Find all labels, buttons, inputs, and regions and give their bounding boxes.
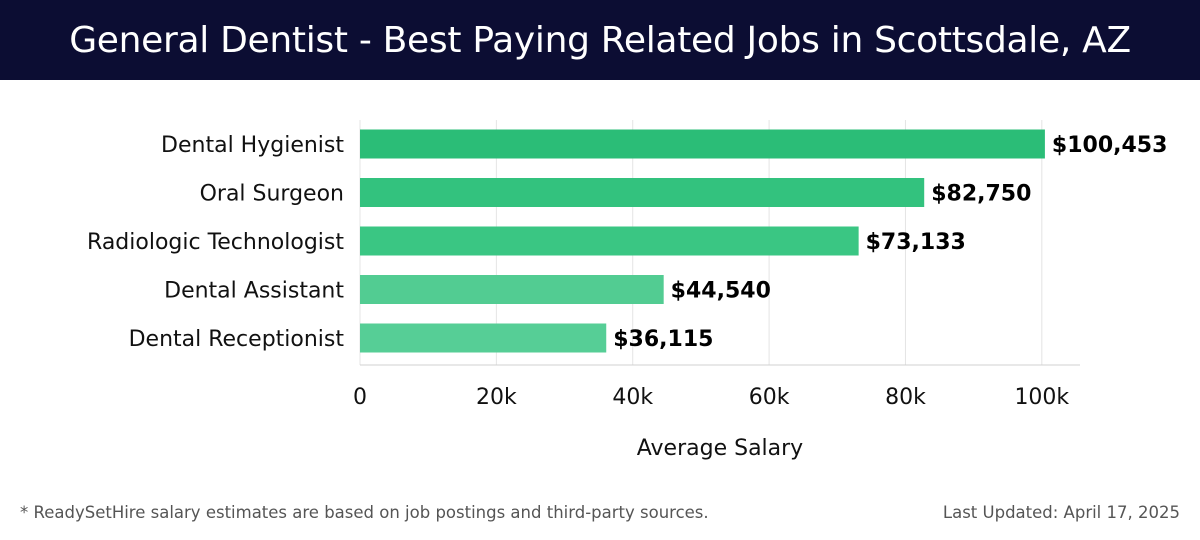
category-label: Radiologic Technologist xyxy=(87,230,344,255)
value-label: $100,453 xyxy=(1052,133,1168,158)
chart-header: General Dentist - Best Paying Related Jo… xyxy=(0,0,1200,80)
x-tick-labels: 0 20k 40k 60k 80k 100k xyxy=(353,385,1069,410)
bar xyxy=(360,226,859,256)
category-label: Dental Receptionist xyxy=(129,327,345,352)
bar xyxy=(360,178,925,207)
x-tick-label: 100k xyxy=(1014,385,1069,410)
footnote: * ReadySetHire salary estimates are base… xyxy=(20,503,709,522)
last-updated: Last Updated: April 17, 2025 xyxy=(942,503,1180,522)
grid-lines xyxy=(359,120,1080,366)
bar xyxy=(360,323,607,353)
category-label: Oral Surgeon xyxy=(200,182,344,207)
value-labels: $100,453 $82,750 $73,133 $44,540 $36,115 xyxy=(613,133,1167,352)
bar xyxy=(360,129,1045,159)
x-tick-label: 0 xyxy=(353,385,367,410)
x-tick-label: 60k xyxy=(749,385,790,410)
category-label: Dental Assistant xyxy=(164,279,344,304)
bar xyxy=(360,275,664,304)
x-tick-label: 20k xyxy=(476,385,517,410)
category-label: Dental Hygienist xyxy=(161,133,344,158)
value-label: $82,750 xyxy=(931,182,1031,207)
chart-title: General Dentist - Best Paying Related Jo… xyxy=(69,19,1131,61)
x-tick-label: 40k xyxy=(612,385,653,410)
x-tick-label: 80k xyxy=(885,385,926,410)
x-axis-label: Average Salary xyxy=(637,436,803,461)
salary-bar-chart: Dental Hygienist Oral Surgeon Radiologic T… xyxy=(87,120,1167,461)
value-label: $44,540 xyxy=(671,279,771,304)
value-label: $36,115 xyxy=(613,327,713,352)
bars xyxy=(360,129,1045,353)
value-label: $73,133 xyxy=(866,230,966,255)
category-labels: Dental Hygienist Oral Surgeon Radiologic T… xyxy=(87,133,344,352)
